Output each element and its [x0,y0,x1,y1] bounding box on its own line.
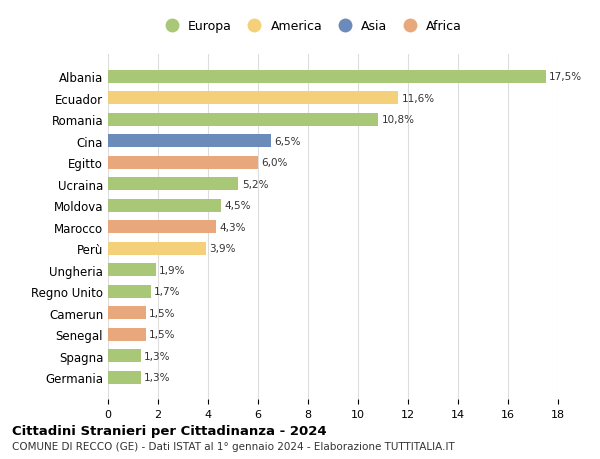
Bar [108,221,215,234]
Bar [108,92,398,105]
Bar [108,371,140,384]
Bar [108,135,271,148]
Text: 1,7%: 1,7% [154,286,181,297]
Bar [108,242,205,255]
Text: 11,6%: 11,6% [402,94,435,104]
Text: 6,5%: 6,5% [274,136,301,146]
Text: COMUNE DI RECCO (GE) - Dati ISTAT al 1° gennaio 2024 - Elaborazione TUTTITALIA.I: COMUNE DI RECCO (GE) - Dati ISTAT al 1° … [12,441,455,451]
Bar [108,328,146,341]
Text: 1,3%: 1,3% [144,372,171,382]
Bar [108,349,140,362]
Text: 17,5%: 17,5% [549,72,583,82]
Bar [108,178,238,191]
Bar [108,199,221,212]
Text: 1,3%: 1,3% [144,351,171,361]
Text: 4,5%: 4,5% [224,201,251,211]
Text: 6,0%: 6,0% [262,158,288,168]
Bar [108,307,146,319]
Text: 1,9%: 1,9% [159,265,186,275]
Text: 10,8%: 10,8% [382,115,415,125]
Text: 5,2%: 5,2% [242,179,268,189]
Bar [108,71,545,84]
Bar [108,263,155,276]
Bar [108,285,151,298]
Bar [108,113,378,127]
Text: 1,5%: 1,5% [149,308,176,318]
Text: 1,5%: 1,5% [149,330,176,339]
Text: Cittadini Stranieri per Cittadinanza - 2024: Cittadini Stranieri per Cittadinanza - 2… [12,424,326,437]
Bar [108,157,258,169]
Legend: Europa, America, Asia, Africa: Europa, America, Asia, Africa [155,17,466,37]
Text: 3,9%: 3,9% [209,244,236,254]
Text: 4,3%: 4,3% [219,222,246,232]
